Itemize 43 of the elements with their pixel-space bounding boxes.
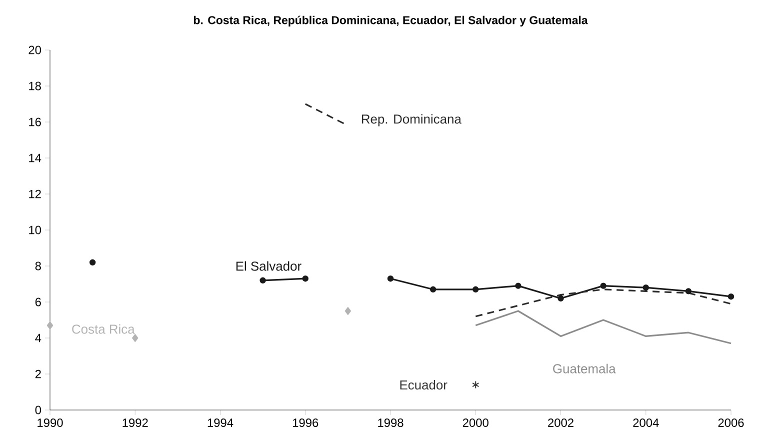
point — [472, 380, 480, 389]
x-tick-label: 2002 — [548, 418, 574, 427]
line-series — [474, 310, 732, 344]
y-tick-label: 14 — [29, 154, 42, 162]
x-tick-label: 1996 — [292, 418, 318, 427]
legend-label: Rep. Dominicana — [362, 114, 462, 126]
point — [387, 276, 394, 282]
point — [685, 288, 692, 294]
y-tick-label: 10 — [29, 226, 42, 234]
series-label: Costa Rica — [72, 324, 135, 334]
point — [728, 294, 734, 300]
point — [472, 286, 479, 292]
y-tick-label: 4 — [35, 334, 42, 342]
y-tick-label: 16 — [29, 118, 41, 126]
y-tick-label: 18 — [29, 82, 41, 90]
x-tick-label: 1990 — [38, 418, 63, 427]
point — [558, 295, 564, 302]
point — [642, 284, 649, 291]
x-tick-label: 1998 — [378, 418, 404, 427]
chart-title: b. Costa Rica, República Dominicana, Ecuador, El Salvador y Guatemala — [194, 16, 588, 26]
point — [302, 276, 308, 282]
y-tick-label: 0 — [35, 406, 42, 414]
point — [515, 282, 522, 289]
point — [132, 334, 138, 342]
point — [344, 307, 352, 315]
x-tick-label: 2004 — [633, 418, 659, 427]
y-tick-label: 20 — [28, 46, 42, 54]
point — [89, 259, 96, 266]
series-label: El Salvador — [236, 261, 302, 271]
point — [46, 321, 54, 330]
series-label: Ecuador — [400, 380, 448, 390]
point — [430, 286, 436, 292]
x-tick-label: 1994 — [208, 418, 234, 427]
text: Guatemala — [553, 364, 616, 374]
y-tick-label: 8 — [35, 262, 41, 270]
point — [260, 277, 266, 284]
y-tick-label: 6 — [35, 298, 41, 306]
x-tick-label: 2000 — [462, 418, 488, 427]
point — [600, 282, 606, 289]
x-tick-label: 1992 — [122, 418, 148, 427]
x-tick-label: 2006 — [718, 418, 744, 427]
y-tick-label: 2 — [35, 370, 41, 378]
y-tick-label: 12 — [29, 190, 41, 198]
